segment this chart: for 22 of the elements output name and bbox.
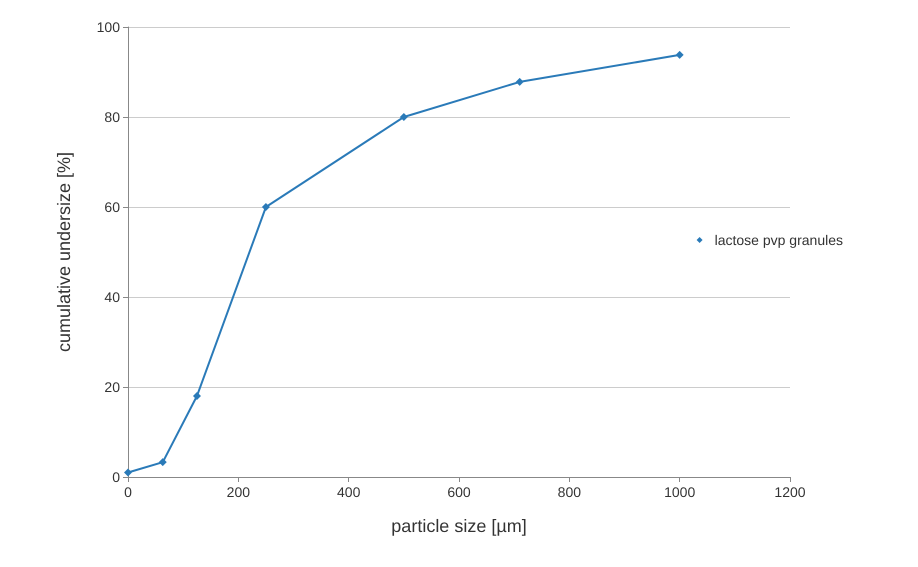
y-tick-label: 0 xyxy=(112,469,120,485)
x-tick-label: 600 xyxy=(447,484,471,500)
x-tick-label: 0 xyxy=(124,484,132,500)
x-tick-label: 800 xyxy=(558,484,582,500)
point xyxy=(516,78,524,86)
x-tick-label: 400 xyxy=(336,484,361,500)
y-axis-title: cumulative undersize [%] xyxy=(54,152,74,352)
x-tick-label: 200 xyxy=(226,484,250,500)
y-tick-label: 100 xyxy=(96,19,120,35)
y-tick-label: 40 xyxy=(104,289,120,305)
point xyxy=(400,113,408,121)
point xyxy=(158,458,167,466)
point xyxy=(262,203,270,211)
legend-label: lactose pvp granules xyxy=(714,232,844,248)
x-axis-title: particle size [µm] xyxy=(391,516,527,536)
x-tick-label: 1000 xyxy=(664,484,696,500)
y-tick-label: 20 xyxy=(104,379,120,395)
point xyxy=(192,392,201,400)
point xyxy=(676,50,684,59)
x-tick-label: 1200 xyxy=(774,484,806,500)
y-tick-label: 60 xyxy=(104,199,120,215)
y-tick-label: 80 xyxy=(104,109,120,125)
